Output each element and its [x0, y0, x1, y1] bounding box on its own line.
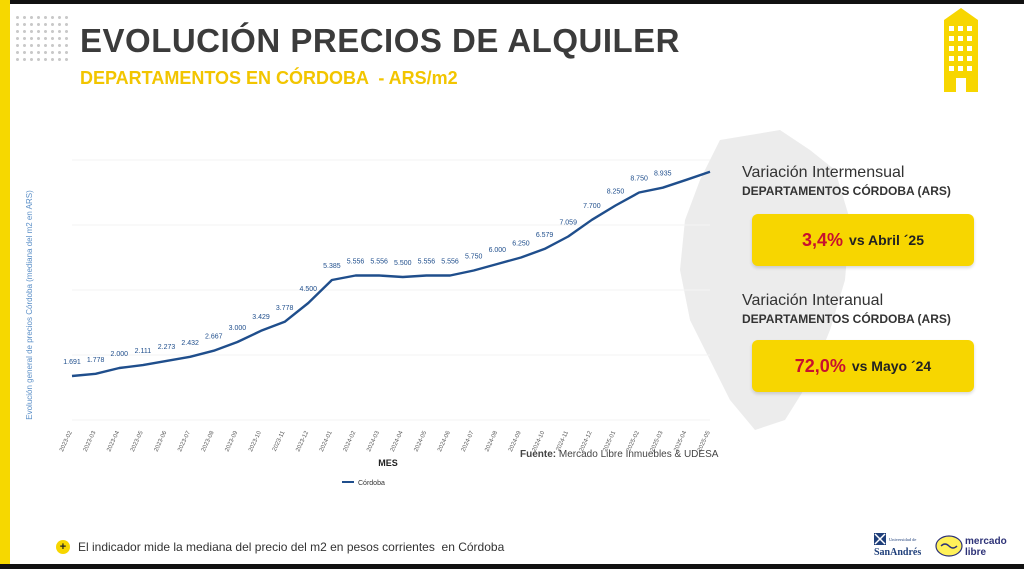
footer-note: El indicador mide la mediana del precio … [78, 540, 505, 554]
x-tick-label: 2024-02 [343, 430, 358, 453]
data-label: 2.111 [135, 348, 152, 355]
data-label: 6.579 [536, 232, 554, 239]
page-title: EVOLUCIÓN PRECIOS DE ALQUILER [80, 22, 680, 59]
x-tick-label: 2023-08 [201, 430, 216, 453]
x-tick-label: 2023-07 [177, 430, 192, 453]
data-label: 5.556 [370, 259, 388, 266]
interannual-title: Variación Interanual [742, 292, 884, 309]
intermonth-percent: 3,4% [802, 229, 844, 250]
x-tick-label: 2023-09 [224, 430, 239, 453]
udesa-logo-main-text: SanAndrés [874, 547, 921, 558]
data-label: 4.500 [300, 286, 318, 293]
data-label: 1.778 [87, 357, 105, 364]
intermonth-panel-header: Variación Intermensual DEPARTAMENTOS CÓR… [742, 164, 951, 198]
x-axis-label: MES [378, 458, 398, 468]
data-label: 8.935 [654, 171, 672, 178]
interannual-percent: 72,0% [794, 355, 846, 376]
rent-price-line-chart: Evolución general de precios Córdoba (me… [25, 159, 712, 487]
data-label: 3.429 [252, 314, 270, 321]
data-label: 5.385 [323, 263, 341, 270]
x-tick-label: 2024-05 [414, 430, 429, 453]
data-label: 5.500 [394, 260, 412, 267]
interannual-comparison: vs Mayo ´24 [851, 358, 932, 374]
x-tick-label: 2024-06 [437, 430, 452, 453]
data-label: 5.556 [441, 259, 459, 266]
x-tick-label: 2024-08 [484, 430, 499, 453]
data-label: 3.000 [229, 325, 247, 332]
source-text: Mercado Libre Inmuebles & UDESA [558, 449, 719, 460]
page-subtitle: DEPARTAMENTOS EN CÓRDOBA - ARS/m2 [80, 68, 458, 88]
udesa-logo: Universidad de SanAndrés [874, 533, 921, 558]
data-label: 7.700 [583, 203, 601, 210]
series-line-cordoba [71, 170, 711, 378]
intermonth-comparison: vs Abril ´25 [849, 232, 924, 248]
data-label: 8.750 [630, 176, 648, 183]
intermonth-variation-box: 3,4% vs Abril ´25 [752, 214, 974, 266]
x-tick-label: 2024-01 [319, 430, 334, 453]
y-axis-label: Evolución general de precios Córdoba (me… [25, 190, 34, 420]
legend-entry-cordoba: Córdoba [358, 480, 385, 487]
data-label: 5.750 [465, 254, 483, 261]
left-accent-bar [0, 0, 10, 569]
data-label: 3.778 [276, 305, 294, 312]
data-label: 2.667 [205, 334, 223, 341]
dot-pattern-decoration [14, 14, 70, 62]
mercado-libre-logo: mercado libre [935, 535, 1007, 558]
top-border [0, 0, 1024, 4]
source-label: Fuente: [520, 449, 557, 460]
data-label: 2.000 [110, 351, 128, 358]
x-tick-label: 2023-02 [59, 430, 74, 453]
interannual-panel-header: Variación Interanual DEPARTAMENTOS CÓRDO… [742, 292, 951, 326]
data-label: 8.250 [607, 189, 625, 196]
x-tick-label: 2023-12 [295, 430, 310, 453]
x-tick-label: 2023-06 [154, 430, 169, 453]
x-tick-label: 2023-04 [106, 430, 121, 453]
data-label: 6.250 [512, 241, 530, 248]
x-tick-label: 2024-03 [366, 430, 381, 453]
x-tick-label: 2023-03 [83, 430, 98, 453]
data-label: 2.273 [158, 344, 176, 351]
x-tick-label: 2023-05 [130, 430, 145, 453]
data-label: 6.000 [489, 247, 507, 254]
plus-icon: + [56, 540, 70, 554]
x-tick-label: 2024-07 [461, 430, 476, 453]
intermonth-title: Variación Intermensual [742, 164, 905, 181]
interannual-variation-box: 72,0% vs Mayo ´24 [752, 340, 974, 392]
x-tick-label: 2023-11 [272, 430, 287, 453]
source-note: Fuente: Mercado Libre Inmuebles & UDESA [520, 449, 718, 460]
data-label: 1.691 [63, 359, 81, 366]
data-label: 2.432 [181, 340, 199, 347]
bottom-border [0, 564, 1024, 569]
intermonth-subtitle: DEPARTAMENTOS CÓRDOBA (ARS) [742, 184, 951, 198]
mercado-libre-logo-top: mercado [965, 536, 1007, 547]
x-tick-label: 2024-04 [390, 430, 405, 453]
data-label: 5.556 [418, 259, 436, 266]
data-label: 7.059 [559, 219, 577, 226]
mercado-libre-logo-bottom: libre [965, 547, 987, 558]
interannual-subtitle: DEPARTAMENTOS CÓRDOBA (ARS) [742, 312, 951, 326]
x-tick-label: 2023-10 [248, 430, 263, 453]
building-icon [944, 8, 978, 92]
udesa-logo-top-text: Universidad de [889, 537, 916, 542]
data-label: 5.556 [347, 259, 365, 266]
